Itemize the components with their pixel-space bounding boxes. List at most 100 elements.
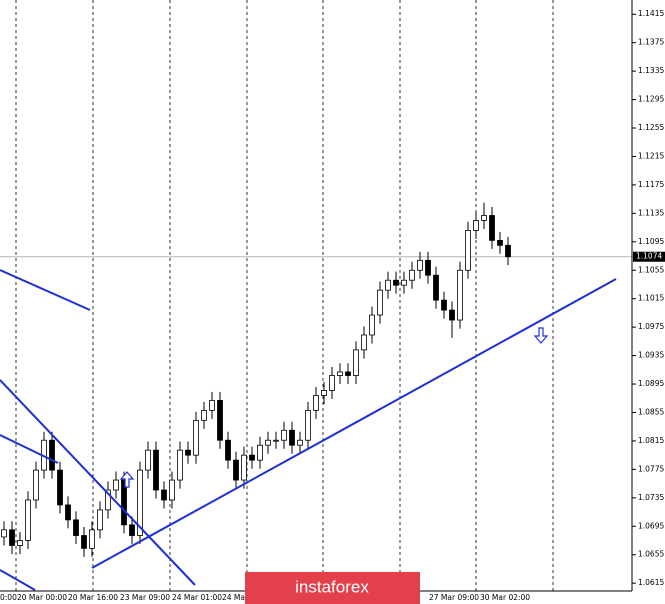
y-tick-label: 1.1095 bbox=[638, 237, 664, 246]
candle-body bbox=[1, 529, 7, 538]
x-tick-label: 23 Mar 09:00 bbox=[120, 593, 170, 602]
y-tick-label: 1.1215 bbox=[638, 151, 664, 160]
price-label: 1.1074 bbox=[636, 252, 662, 261]
candle-body bbox=[33, 469, 39, 501]
candle-body bbox=[457, 269, 463, 321]
candle-body bbox=[321, 390, 327, 396]
candle-body bbox=[385, 279, 391, 291]
candle-body bbox=[473, 220, 479, 231]
y-tick-label: 1.0855 bbox=[638, 407, 664, 416]
candle-body bbox=[465, 230, 471, 271]
candle-body bbox=[81, 535, 87, 549]
candle-body bbox=[505, 244, 511, 258]
y-tick-label: 1.0775 bbox=[638, 464, 664, 473]
candle-body bbox=[193, 419, 199, 456]
candle-body bbox=[137, 469, 143, 536]
candle-body bbox=[361, 334, 367, 351]
candle-body bbox=[401, 279, 407, 286]
watermark-box bbox=[245, 572, 420, 604]
y-tick-label: 1.1375 bbox=[638, 38, 664, 47]
y-tick-label: 1.0935 bbox=[638, 351, 664, 360]
trend-line bbox=[0, 269, 91, 311]
y-tick-label: 1.1335 bbox=[638, 66, 664, 75]
candle-body bbox=[417, 259, 423, 271]
candle-body bbox=[289, 429, 295, 446]
y-tick-label: 1.0695 bbox=[638, 521, 664, 530]
candles bbox=[1, 202, 511, 557]
y-tick-label: 1.1175 bbox=[638, 180, 664, 189]
candle-body bbox=[377, 289, 383, 316]
candle-body bbox=[249, 454, 255, 461]
candle-body bbox=[225, 439, 231, 461]
grid bbox=[0, 0, 632, 591]
x-tick-label: 24 Mar 01:00 bbox=[172, 593, 222, 602]
y-tick-label: 1.1295 bbox=[638, 95, 664, 104]
candle-body bbox=[297, 439, 303, 446]
down-arrow bbox=[533, 327, 549, 344]
candle-body bbox=[49, 439, 55, 471]
y-tick-label: 1.0895 bbox=[638, 379, 664, 388]
candle-body bbox=[329, 375, 335, 391]
axis-labels: 1.1415 1.1375 1.1335 1.1295 1.1255 1.1215 1.11… bbox=[0, 9, 665, 602]
trend-line bbox=[0, 379, 196, 586]
candle-body bbox=[201, 409, 207, 421]
x-tick-label: 24 Ma bbox=[222, 593, 245, 602]
candle-body bbox=[9, 529, 15, 546]
x-tick-label: 20 Mar 16:00 bbox=[68, 593, 118, 602]
candle-body bbox=[73, 519, 79, 536]
candle-body bbox=[265, 439, 271, 446]
candle-body bbox=[257, 444, 263, 461]
candle-body bbox=[281, 429, 287, 441]
x-tick-label: 27 Mar 09:00 bbox=[429, 593, 479, 602]
candle-body bbox=[185, 449, 191, 456]
candle-body bbox=[433, 274, 439, 301]
candle-body bbox=[425, 259, 431, 276]
y-tick-label: 1.1255 bbox=[638, 123, 664, 132]
candle-body bbox=[233, 459, 239, 481]
y-tick-label: 1.1015 bbox=[638, 294, 664, 303]
up-arrow bbox=[119, 471, 135, 488]
candle-body bbox=[313, 395, 319, 411]
trend-line bbox=[91, 278, 617, 569]
y-tick-label: 1.0615 bbox=[638, 578, 664, 587]
candle-body bbox=[337, 371, 343, 376]
candle-body bbox=[113, 479, 119, 491]
candle-body bbox=[497, 239, 503, 246]
candle-body bbox=[57, 469, 63, 506]
candle-body bbox=[105, 489, 111, 511]
candle-body bbox=[489, 215, 495, 241]
candle-body bbox=[273, 439, 279, 442]
candle-body bbox=[169, 479, 175, 501]
price-label-box bbox=[633, 251, 665, 262]
candle-body bbox=[449, 309, 455, 321]
x-tick-label: 30 Mar 02:00 bbox=[480, 593, 530, 602]
candle-body bbox=[481, 215, 487, 221]
candle-body bbox=[25, 499, 31, 541]
candle-body bbox=[161, 489, 167, 501]
y-tick-label: 1.0975 bbox=[638, 322, 664, 331]
candle-body bbox=[65, 504, 71, 521]
candle-body bbox=[305, 409, 311, 441]
y-tick-label: 1.0735 bbox=[638, 493, 664, 502]
trend-line bbox=[0, 434, 59, 464]
candle-body bbox=[353, 349, 359, 376]
candle-body bbox=[345, 371, 351, 376]
candle-body bbox=[209, 400, 215, 411]
candle-body bbox=[409, 269, 415, 281]
trend-line bbox=[0, 569, 36, 591]
y-tick-label: 1.0815 bbox=[638, 436, 664, 445]
y-tick-label: 1.1135 bbox=[638, 208, 664, 217]
candle-body bbox=[89, 529, 95, 549]
candle-body bbox=[17, 540, 23, 546]
x-tick-label: 0:00 bbox=[0, 593, 17, 602]
trend-lines bbox=[0, 269, 617, 591]
candle-body bbox=[241, 454, 247, 481]
watermark: instaforex bbox=[295, 577, 369, 596]
y-tick-label: 1.1415 bbox=[638, 9, 664, 18]
candle-body bbox=[145, 449, 151, 471]
candle-body bbox=[129, 524, 135, 536]
candle-body bbox=[121, 479, 127, 526]
candle-body bbox=[393, 279, 399, 286]
candle-body bbox=[153, 449, 159, 491]
